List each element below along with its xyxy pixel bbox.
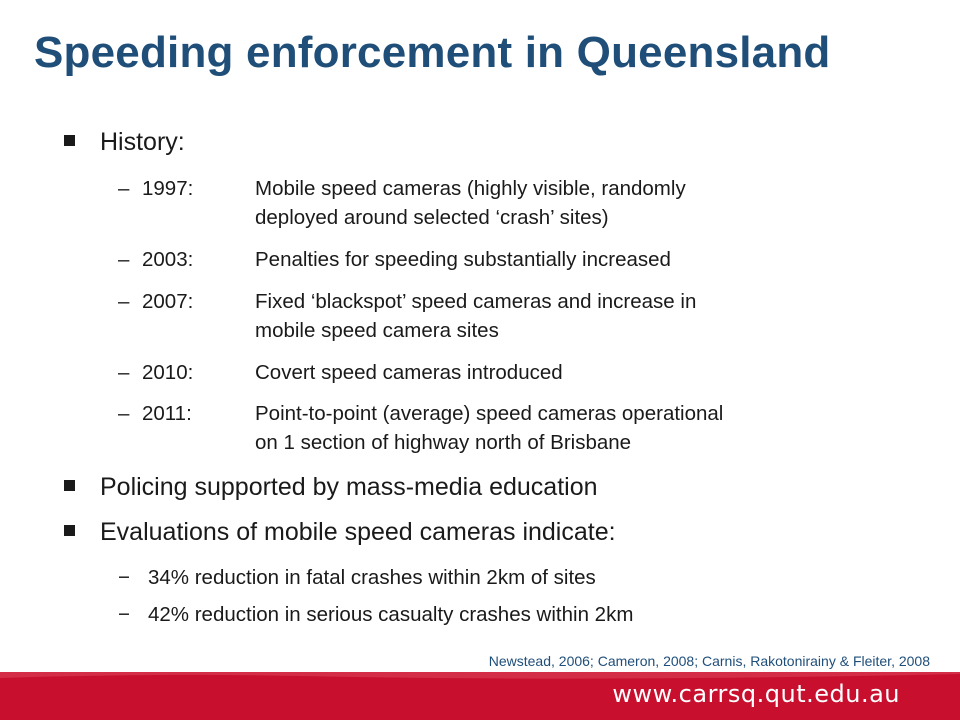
footer-url-link[interactable]: www.carrsq.qut.edu.au [612, 680, 900, 708]
evaluation-text: 42% reduction in serious casualty crashe… [148, 603, 634, 626]
history-year: 2010: [142, 361, 194, 384]
description-line: Mobile speed cameras (highly visible, ra… [255, 177, 686, 200]
evaluation-text: 34% reduction in fatal crashes within 2k… [148, 566, 596, 589]
dash-marker: – [118, 248, 130, 271]
dash-marker: − [118, 603, 130, 626]
dash-marker: – [118, 402, 130, 425]
history-year: 2007: [142, 290, 194, 313]
description-line: Fixed ‘blackspot’ speed cameras and incr… [255, 290, 697, 313]
description-line: Point-to-point (average) speed cameras o… [255, 402, 724, 425]
evaluation-item: −34% reduction in fatal crashes within 2… [118, 566, 596, 590]
dash-marker: – [118, 361, 130, 384]
bullet-history: History: [64, 128, 185, 157]
description-line: on 1 section of highway north of Brisban… [255, 431, 632, 454]
history-description: Covert speed cameras introduced [255, 358, 895, 387]
history-description: Point-to-point (average) speed cameras o… [255, 399, 895, 457]
evaluations-heading: Evaluations of mobile speed cameras indi… [100, 518, 616, 546]
history-heading: History: [100, 128, 185, 156]
description-line: mobile speed camera sites [255, 319, 499, 342]
evaluation-item: −42% reduction in serious casualty crash… [118, 603, 633, 627]
history-description: Fixed ‘blackspot’ speed cameras and incr… [255, 287, 895, 345]
bullet-evaluations: Evaluations of mobile speed cameras indi… [64, 518, 616, 547]
history-year: 2003: [142, 248, 194, 271]
dash-marker: – [118, 177, 130, 200]
square-bullet-icon [64, 525, 75, 536]
history-description: Penalties for speeding substantially inc… [255, 245, 895, 274]
footer-swoosh-icon [0, 672, 960, 679]
dash-marker: – [118, 290, 130, 313]
slide-title: Speeding enforcement in Queensland [34, 28, 831, 77]
history-year: 2011: [142, 402, 192, 425]
citation-text: Newstead, 2006; Cameron, 2008; Carnis, R… [488, 653, 930, 669]
description-line: Penalties for speeding substantially inc… [255, 248, 671, 271]
description-line: Covert speed cameras introduced [255, 361, 563, 384]
description-line: deployed around selected ‘crash’ sites) [255, 206, 609, 229]
square-bullet-icon [64, 135, 75, 146]
bullet-policing: Policing supported by mass-media educati… [64, 473, 598, 502]
policing-text: Policing supported by mass-media educati… [100, 473, 598, 501]
square-bullet-icon [64, 480, 75, 491]
dash-marker: − [118, 566, 130, 589]
footer-bar: www.carrsq.qut.edu.au [0, 672, 960, 720]
history-description: Mobile speed cameras (highly visible, ra… [255, 174, 895, 232]
history-year: 1997: [142, 177, 194, 200]
